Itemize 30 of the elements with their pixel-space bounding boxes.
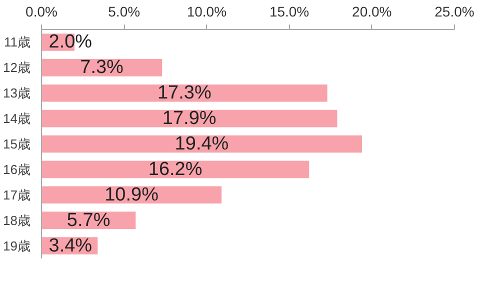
bar (42, 110, 338, 128)
bar (42, 135, 362, 153)
bar (42, 84, 328, 102)
y-tick-label: 11歳 (4, 34, 31, 50)
data-label: 2.0% (48, 32, 92, 53)
data-label: 19.4% (174, 134, 229, 154)
x-tick-label: 15.0% (269, 4, 310, 20)
x-tick-label: 5.0% (108, 4, 140, 20)
x-tick-label: 0.0% (26, 4, 58, 20)
y-tick-label: 19歳 (3, 238, 31, 254)
x-tick-label: 25.0% (434, 4, 474, 20)
data-label: 5.7% (66, 210, 110, 231)
data-label: 17.3% (157, 82, 212, 104)
y-tick-label: 17歳 (3, 187, 31, 202)
bar (42, 160, 310, 178)
y-tick-label: 18歳 (3, 212, 31, 228)
y-tick-label: 16歳 (3, 162, 31, 177)
data-label: 10.9% (104, 184, 159, 206)
data-label: 3.4% (48, 235, 92, 256)
y-tick-label: 14歳 (3, 111, 31, 126)
bar (42, 186, 222, 204)
x-tick-label: 10.0% (186, 4, 227, 20)
bar (42, 59, 162, 76)
data-label: 16.2% (148, 158, 202, 180)
y-tick-label: 13歳 (3, 86, 31, 101)
y-tick-label: 15歳 (3, 136, 31, 152)
data-label: 7.3% (80, 57, 124, 78)
data-label: 17.9% (162, 108, 216, 130)
x-tick-label: 20.0% (352, 4, 392, 20)
y-tick-label: 12歳 (3, 60, 31, 76)
